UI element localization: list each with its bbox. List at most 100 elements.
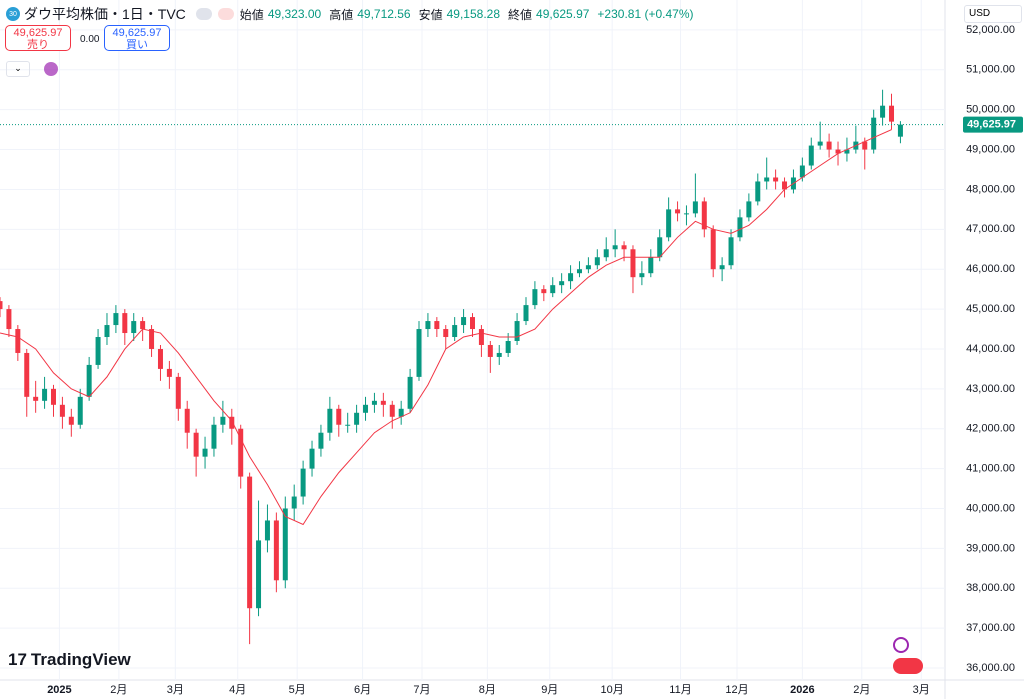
candle-body <box>184 408 190 433</box>
candle-body <box>630 249 636 278</box>
event-icon[interactable] <box>893 637 909 653</box>
candle-body <box>559 281 565 286</box>
candle-body <box>15 329 21 353</box>
candle-body <box>50 388 56 405</box>
candle-body <box>33 396 39 401</box>
candle-body <box>880 105 886 118</box>
candle-body <box>336 408 342 425</box>
candle-body <box>639 273 645 278</box>
candle-body <box>113 313 119 326</box>
candle-body <box>844 149 850 154</box>
candle-body <box>398 408 404 417</box>
candle-body <box>140 321 146 330</box>
sell-button[interactable]: 49,625.97 売り <box>5 25 71 51</box>
candle-body <box>256 540 262 609</box>
candle-body <box>657 237 663 258</box>
x-tick-label: 7月 <box>413 684 430 696</box>
y-tick-label: 38,000.00 <box>966 582 1015 594</box>
candle-body <box>122 313 128 334</box>
candle-body <box>416 329 422 377</box>
candle-body <box>309 448 315 469</box>
candle-body <box>380 400 386 405</box>
candle-body <box>496 352 502 357</box>
candle-body <box>523 305 529 322</box>
toggle[interactable] <box>195 8 212 20</box>
label: 終値 <box>508 7 533 22</box>
candle-body <box>799 165 805 178</box>
candle-body <box>701 201 707 230</box>
buy-button[interactable]: 49,625.97 買い <box>104 25 170 51</box>
candle-body <box>264 520 270 541</box>
candle-body <box>746 201 752 218</box>
candle-body <box>568 273 574 282</box>
x-tick-label: 6月 <box>354 684 371 696</box>
candle-body <box>835 149 841 154</box>
candle-body <box>247 476 253 609</box>
y-tick-label: 36,000.00 <box>966 662 1015 674</box>
price: 49,625.97 <box>112 27 162 39</box>
collapse-button[interactable]: ⌄ <box>6 61 30 77</box>
candle-body <box>710 229 716 270</box>
candle-body <box>211 424 217 449</box>
toggle[interactable] <box>217 8 234 20</box>
candle-body <box>541 289 547 294</box>
candle-body <box>291 496 297 509</box>
candle-body <box>612 245 618 250</box>
candle-body <box>175 376 181 409</box>
refresh-icon[interactable] <box>44 62 58 76</box>
candle-body <box>389 404 395 417</box>
candle-body <box>193 432 199 457</box>
value: 49,323.00 <box>267 7 322 21</box>
candle-body <box>443 329 449 338</box>
candle-body <box>157 348 163 369</box>
x-tick-label: 2月 <box>110 684 127 696</box>
candle-body <box>104 325 110 338</box>
candle-body <box>862 141 868 150</box>
label: 高値 <box>329 7 354 22</box>
y-tick-label: 51,000.00 <box>966 64 1015 76</box>
y-tick-label: 45,000.00 <box>966 303 1015 315</box>
y-tick-label: 42,000.00 <box>966 423 1015 435</box>
candle-body <box>532 289 538 306</box>
candle-body <box>683 213 689 215</box>
candle-body <box>407 376 413 409</box>
candle-body <box>229 416 235 429</box>
candle-body <box>149 329 155 349</box>
candle-body <box>889 105 895 122</box>
candle-body <box>826 141 832 150</box>
event-icon[interactable] <box>893 658 923 674</box>
candle-body <box>318 432 324 449</box>
x-tick-label: 9月 <box>541 684 558 696</box>
symbol[interactable]: ダウ平均株価・1日・TVC <box>24 6 186 22</box>
header: 30 ダウ平均株価・1日・TVC 始値 49,323.00 高値 49,712.56… <box>6 4 698 24</box>
y-tick-label: 52,000.00 <box>966 24 1015 36</box>
currency[interactable]: USD <box>964 5 1022 23</box>
y-tick-label: 37,000.00 <box>966 622 1015 634</box>
x-tick-label: 4月 <box>229 684 246 696</box>
logo: 17 TradingView <box>8 650 131 669</box>
candle-body <box>327 408 333 433</box>
candle-body <box>452 325 458 338</box>
x-tick-label: 5月 <box>289 684 306 696</box>
value: 49,158.28 <box>446 7 501 21</box>
candle-body <box>0 301 3 310</box>
candle-body <box>461 317 467 326</box>
candle-body <box>505 340 511 353</box>
last-price-tag <box>963 116 1023 133</box>
candle-body <box>95 337 101 365</box>
y-tick-label: 47,000.00 <box>966 223 1015 235</box>
y-tick-label: 39,000.00 <box>966 542 1015 554</box>
candle-body <box>371 400 377 405</box>
candle-body <box>585 265 591 270</box>
price: 49,625.97 <box>13 27 63 39</box>
label: 売り <box>27 39 49 51</box>
x-tick-label: 3月 <box>913 684 930 696</box>
candle-body <box>77 396 83 425</box>
candle-body <box>782 181 788 190</box>
x-tick-label: 3月 <box>167 684 184 696</box>
candle-body <box>202 448 208 457</box>
candle-body <box>345 424 351 426</box>
candle-body <box>692 201 698 214</box>
candle-body <box>478 329 484 345</box>
